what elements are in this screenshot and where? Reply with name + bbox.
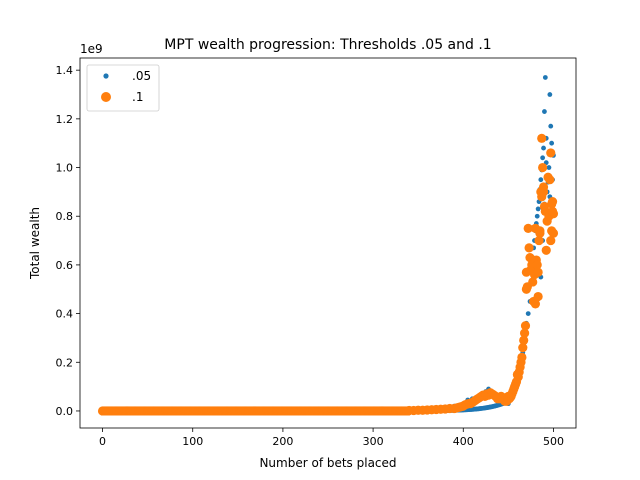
series-1-point xyxy=(533,267,543,277)
series-1-point xyxy=(404,405,414,416)
series-1-point xyxy=(519,335,529,345)
series-05-point xyxy=(542,109,547,114)
series-05-point xyxy=(548,123,554,129)
y-tick-label: 0.2 xyxy=(56,356,74,369)
series-1-point xyxy=(519,328,530,338)
series-05-point xyxy=(546,165,552,170)
series-1-point xyxy=(512,369,522,380)
legend-label-1: .1 xyxy=(132,90,143,104)
series-1-point xyxy=(524,243,534,253)
y-tick-label: 0.6 xyxy=(56,259,74,272)
x-tick-label: 0 xyxy=(99,435,106,448)
y-tick-label: 0.8 xyxy=(56,210,74,223)
plot-frame xyxy=(79,57,577,429)
y-tick-label: 0.0 xyxy=(56,405,74,418)
y-tick-label: 1.2 xyxy=(56,113,74,126)
x-tick-label: 300 xyxy=(363,435,384,448)
series-05-point xyxy=(535,206,541,212)
series-1-point xyxy=(541,245,551,255)
series-1-point xyxy=(537,133,547,143)
x-tick-label: 100 xyxy=(182,435,203,448)
series-1-point xyxy=(545,175,555,185)
series-1-point xyxy=(534,235,544,246)
series-05-point xyxy=(549,140,555,146)
series-05-point xyxy=(540,155,546,161)
legend-marker-1 xyxy=(101,92,111,102)
x-axis-label: Number of bets placed xyxy=(259,456,396,470)
legend-label-05: .05 xyxy=(132,69,151,83)
y-tick-label: 1.0 xyxy=(56,162,74,175)
series-05-point xyxy=(534,213,540,219)
series-1-point xyxy=(538,162,548,173)
series-1-point xyxy=(522,282,532,292)
series-1-point xyxy=(548,228,559,238)
y-axis-label: Total wealth xyxy=(28,207,42,280)
x-tick-label: 500 xyxy=(543,435,564,448)
series-05-point xyxy=(541,145,546,151)
series-05-point xyxy=(538,177,544,183)
legend-marker-05 xyxy=(103,73,109,79)
series-1-point xyxy=(547,206,558,216)
y-tick-label: 1.4 xyxy=(56,64,74,77)
chart-title: MPT wealth progression: Thresholds .05 a… xyxy=(164,37,491,53)
y-offset-label: 1e9 xyxy=(80,42,103,56)
series-1-point xyxy=(546,148,556,158)
series-1-point xyxy=(518,343,528,353)
series-1-point xyxy=(520,321,531,331)
series-1-point xyxy=(547,199,557,209)
series-05-point xyxy=(547,92,553,97)
series-05-point xyxy=(542,75,548,80)
series-1-point xyxy=(535,226,545,236)
series-1-point xyxy=(538,187,549,197)
y-tick-label: 0.4 xyxy=(56,308,74,321)
series-1-point xyxy=(530,299,541,309)
axis-ticks: 0 100 200 300 400 500 0.0 0.2 0.4 0.6 0.8 1.0 1.2 1.4 xyxy=(56,64,564,448)
series-1-point xyxy=(517,352,527,363)
x-tick-label: 200 xyxy=(272,435,293,448)
series-1-point xyxy=(523,223,533,233)
x-tick-label: 400 xyxy=(453,435,474,448)
series-1-point xyxy=(532,260,542,270)
series-1-point xyxy=(533,291,543,302)
legend: .05 .1 xyxy=(86,64,160,112)
series-05-point xyxy=(525,311,531,316)
data-points xyxy=(97,75,559,416)
series-1-point xyxy=(546,235,556,246)
